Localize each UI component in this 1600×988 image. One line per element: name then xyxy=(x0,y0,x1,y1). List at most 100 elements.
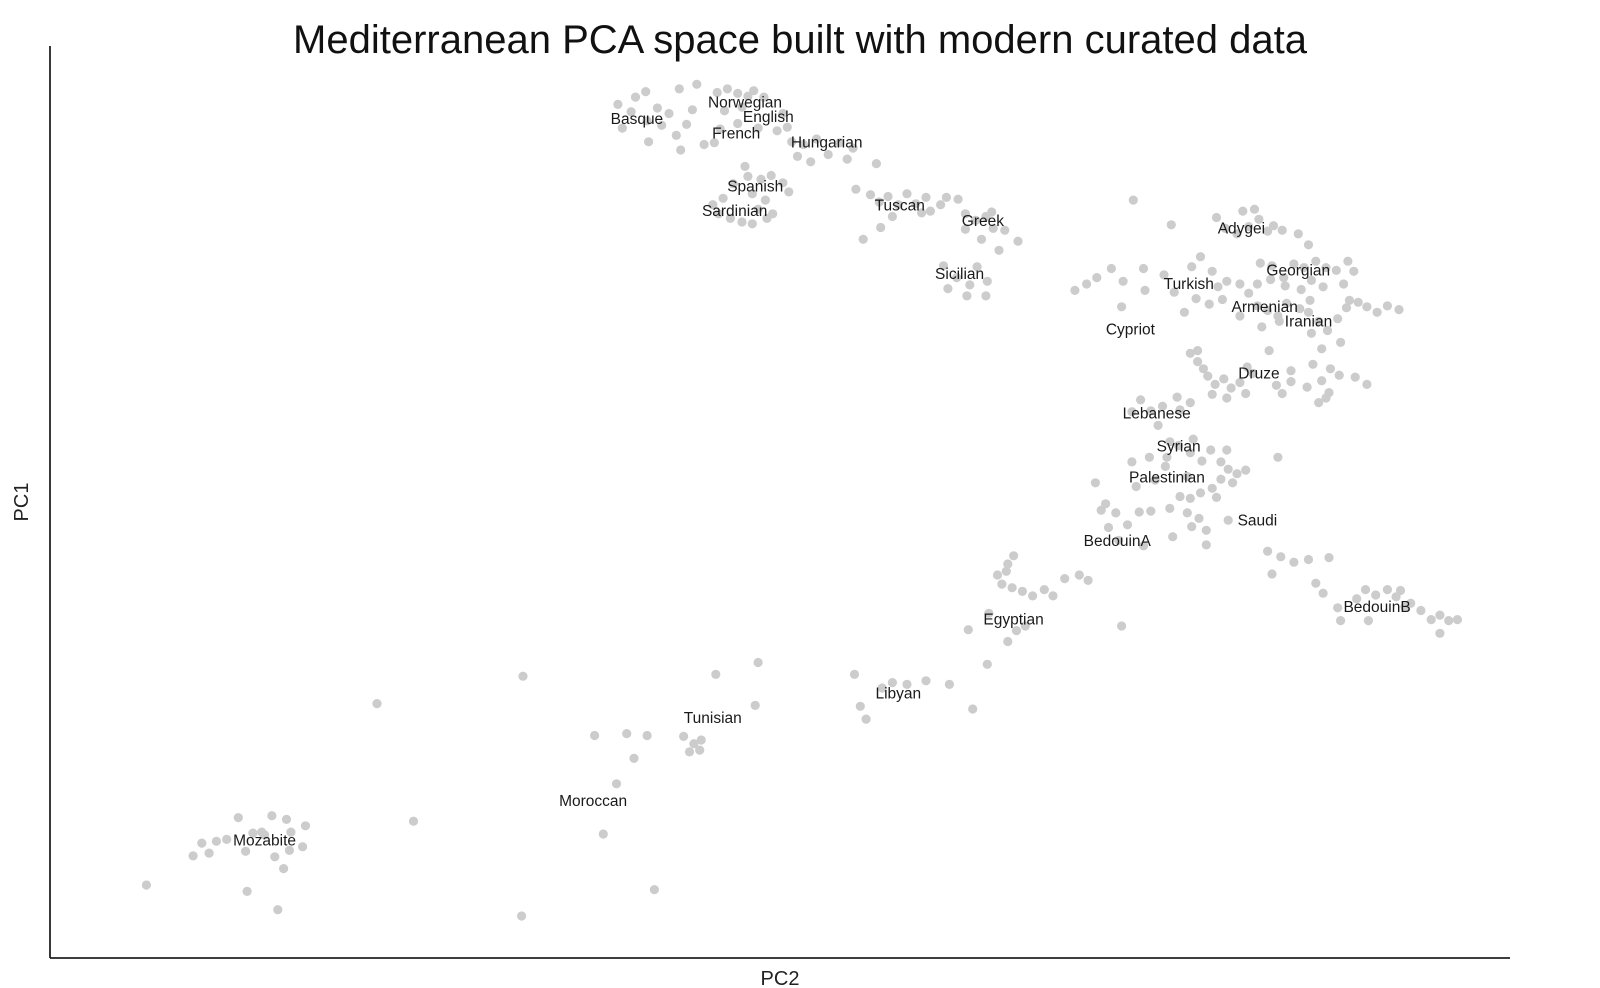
data-point xyxy=(981,291,991,301)
data-point xyxy=(518,671,528,681)
data-point xyxy=(1106,263,1116,274)
data-point xyxy=(1101,499,1111,509)
data-point xyxy=(1252,279,1262,289)
data-point xyxy=(1289,259,1299,269)
data-point xyxy=(743,171,753,181)
data-point xyxy=(1371,590,1381,600)
data-point xyxy=(699,139,709,150)
data-point xyxy=(1235,377,1245,388)
data-point xyxy=(1185,448,1195,458)
data-point xyxy=(682,119,692,129)
data-point xyxy=(1146,506,1156,516)
data-point xyxy=(1182,471,1192,482)
population-label: Libyan xyxy=(875,685,921,702)
data-point xyxy=(1228,478,1238,488)
population-label: Norwegian xyxy=(708,95,782,112)
data-point xyxy=(711,669,721,680)
data-point xyxy=(952,273,962,283)
data-point xyxy=(1353,297,1363,307)
data-point xyxy=(984,608,994,618)
data-point xyxy=(1182,508,1192,518)
data-point xyxy=(1138,541,1149,551)
data-point xyxy=(1314,398,1324,408)
data-point xyxy=(968,704,978,714)
data-point xyxy=(728,179,738,189)
data-point xyxy=(197,838,207,848)
data-point xyxy=(1360,585,1371,595)
data-point xyxy=(718,193,728,203)
data-point xyxy=(1222,393,1232,403)
data-point xyxy=(1303,307,1314,317)
data-point xyxy=(204,848,214,858)
data-point xyxy=(1452,615,1462,625)
data-point xyxy=(644,137,654,147)
data-point xyxy=(1127,457,1137,467)
data-point xyxy=(1206,445,1216,455)
data-point xyxy=(611,779,622,789)
data-point xyxy=(679,731,689,742)
points-layer xyxy=(141,79,1462,921)
data-point xyxy=(893,200,903,210)
data-point xyxy=(1195,488,1206,498)
data-point xyxy=(994,245,1004,255)
data-point xyxy=(630,92,641,102)
data-point xyxy=(1175,405,1185,415)
data-point xyxy=(613,99,623,109)
data-point xyxy=(953,194,963,204)
data-point xyxy=(1277,225,1287,235)
data-point xyxy=(1185,348,1195,358)
data-point xyxy=(1007,583,1017,593)
data-point xyxy=(997,579,1007,589)
data-point xyxy=(1213,282,1223,292)
data-point xyxy=(279,864,289,874)
data-point xyxy=(1198,364,1208,374)
data-point xyxy=(962,291,972,301)
data-point xyxy=(1435,628,1445,638)
data-point xyxy=(1295,304,1305,314)
data-point xyxy=(1321,393,1331,403)
data-point xyxy=(855,701,865,711)
data-point xyxy=(1195,252,1206,262)
data-point xyxy=(1103,522,1114,533)
population-label: Lebanese xyxy=(1123,405,1191,422)
data-point xyxy=(759,92,769,102)
data-point xyxy=(1293,229,1303,239)
data-point xyxy=(1175,491,1185,502)
data-point xyxy=(281,814,292,825)
data-point xyxy=(1406,598,1416,608)
data-point xyxy=(1322,325,1333,336)
data-point xyxy=(1074,570,1084,580)
data-point xyxy=(768,209,778,219)
data-point xyxy=(811,134,822,144)
data-point xyxy=(1363,616,1373,626)
data-point xyxy=(749,86,759,96)
data-point xyxy=(408,816,419,826)
data-point xyxy=(1372,307,1382,317)
data-point xyxy=(911,199,921,209)
data-point xyxy=(1286,366,1296,376)
x-axis-label: PC2 xyxy=(761,968,800,988)
data-point xyxy=(1191,294,1201,304)
data-point xyxy=(1382,301,1392,311)
population-label: Egyptian xyxy=(983,612,1043,629)
data-point xyxy=(222,834,232,845)
data-point xyxy=(1343,256,1353,266)
data-point xyxy=(1172,392,1182,402)
data-point xyxy=(798,139,809,150)
data-point xyxy=(617,123,627,133)
data-point xyxy=(1302,382,1312,392)
data-point xyxy=(1203,371,1213,381)
data-point xyxy=(517,911,527,921)
data-point xyxy=(1303,240,1314,250)
data-point xyxy=(760,195,771,205)
data-point xyxy=(629,753,639,763)
data-point xyxy=(1096,505,1106,515)
data-point xyxy=(1255,258,1265,268)
data-point xyxy=(1187,522,1197,532)
data-point xyxy=(1216,474,1226,484)
data-point xyxy=(1324,553,1334,563)
data-point xyxy=(1235,311,1245,321)
data-point xyxy=(1426,615,1436,625)
data-point xyxy=(242,886,252,897)
data-point xyxy=(1362,379,1372,389)
